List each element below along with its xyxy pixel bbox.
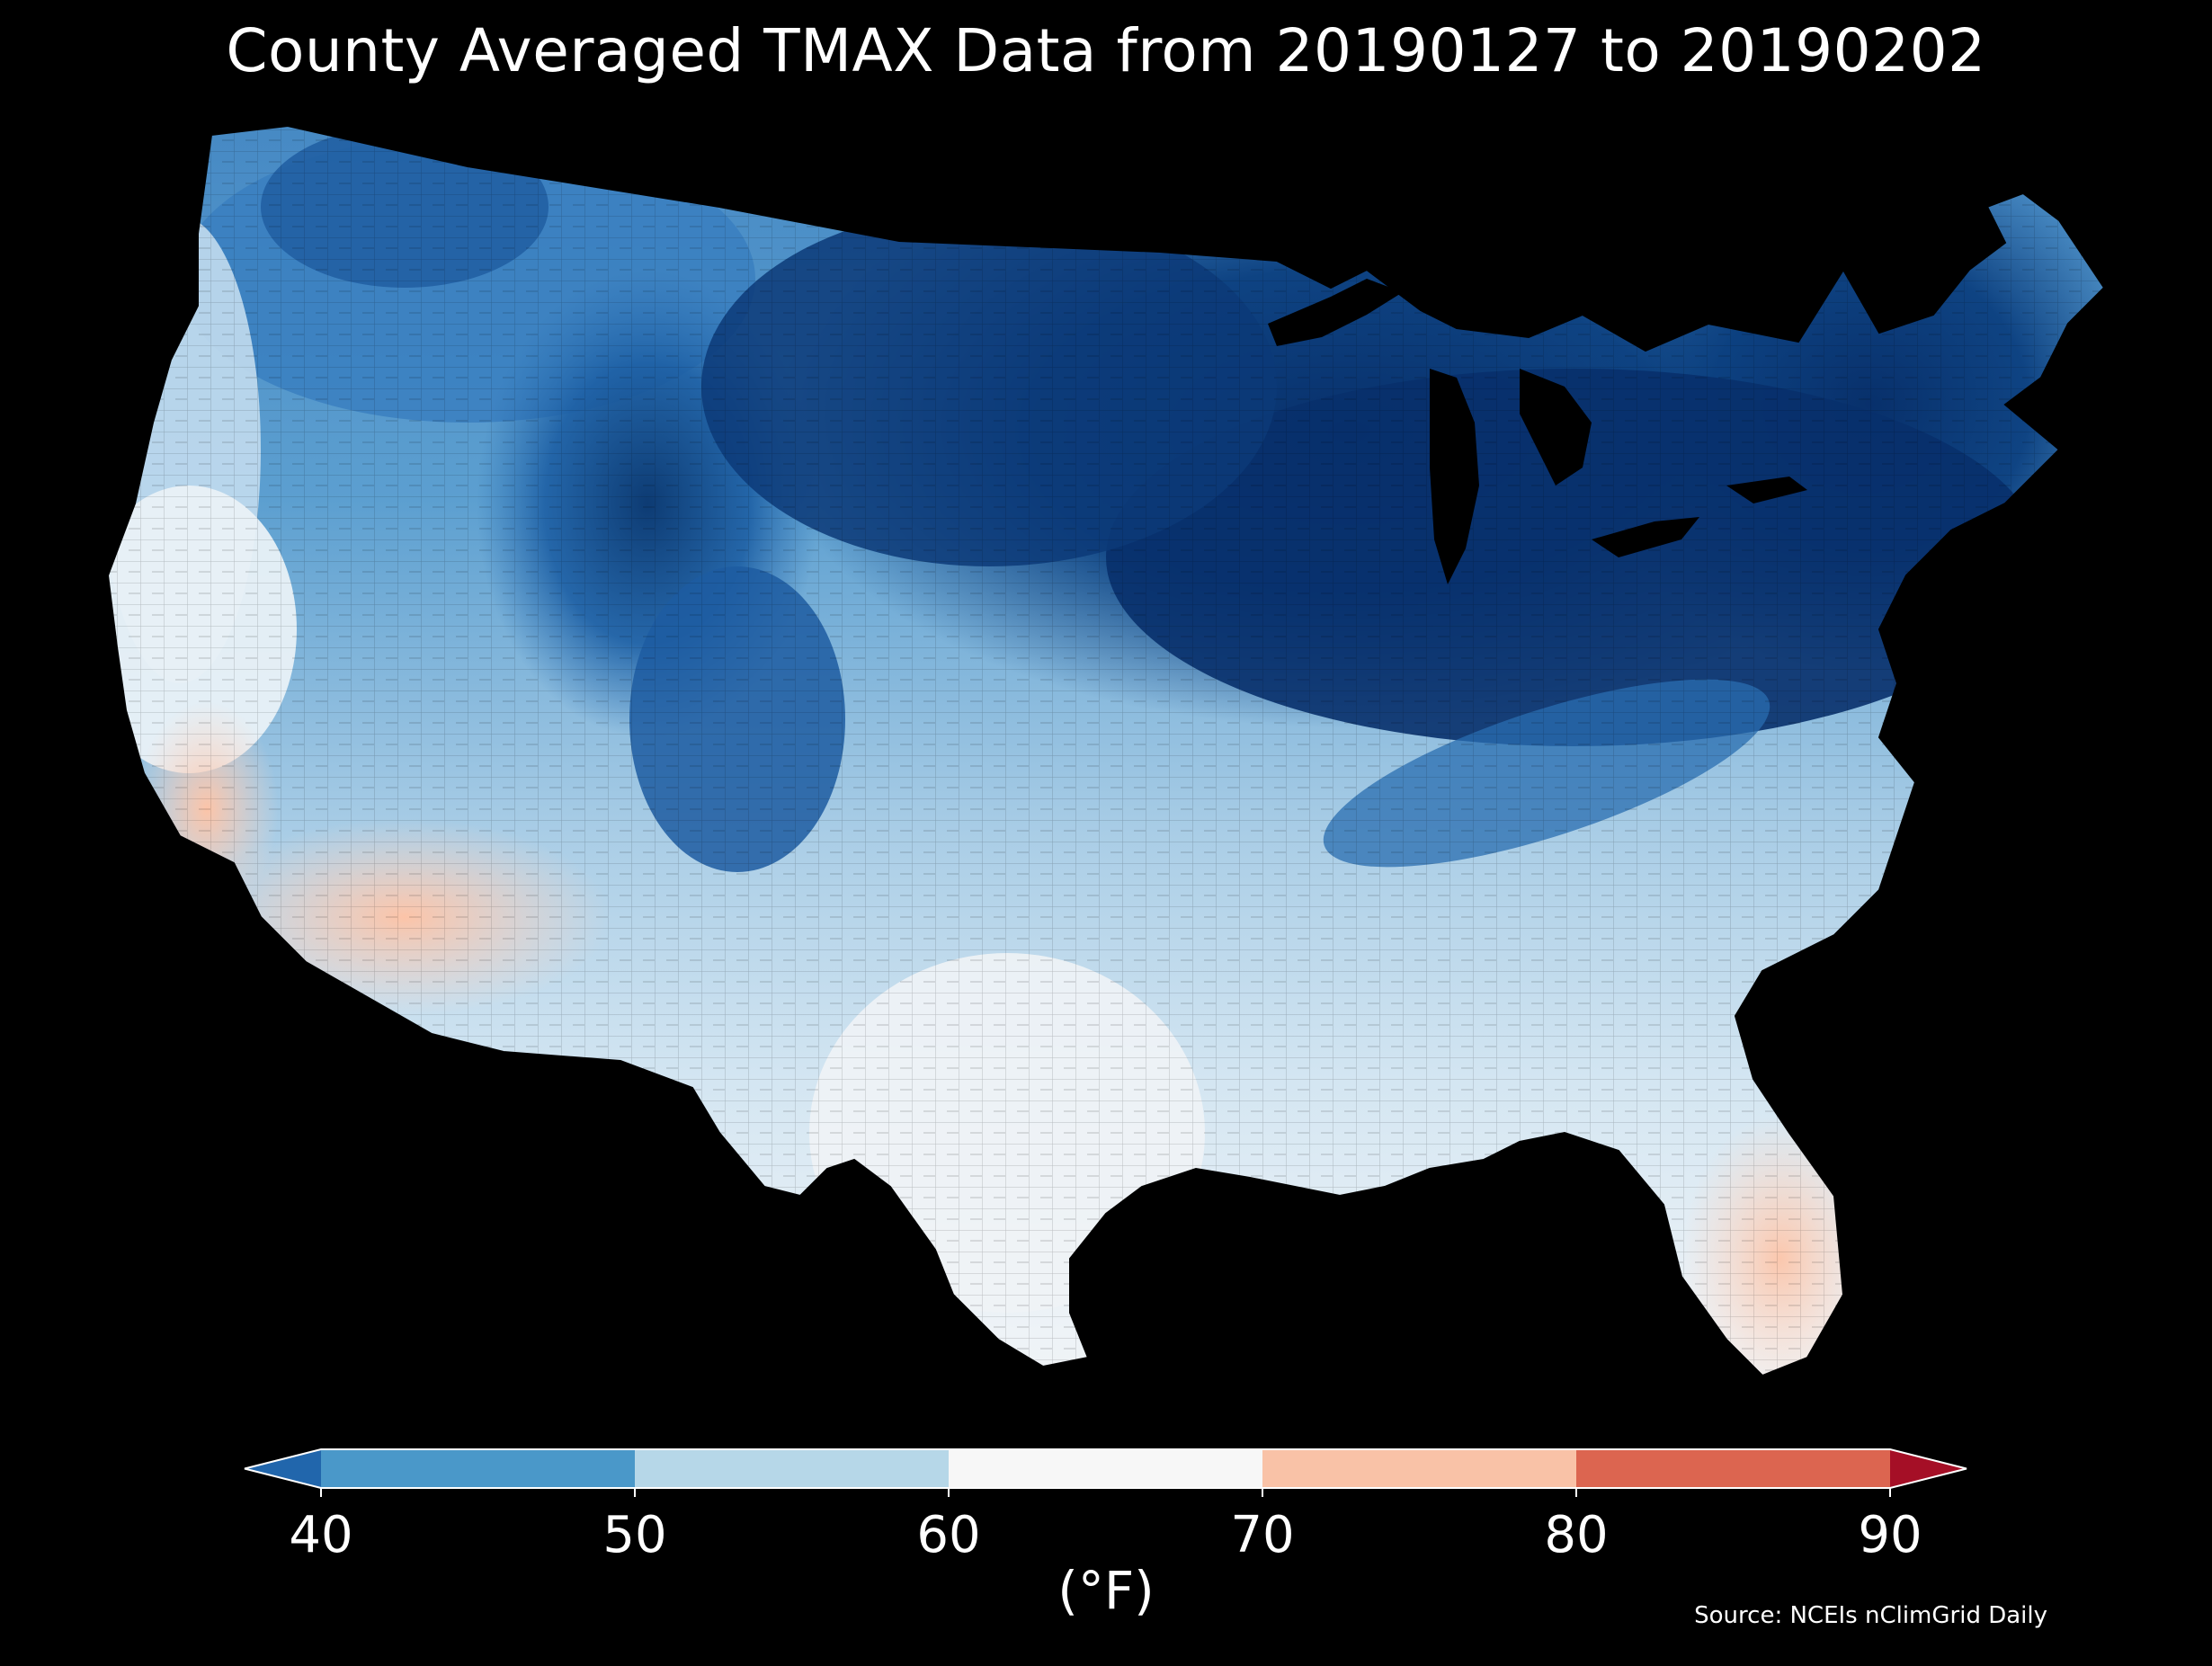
lake-erie bbox=[1592, 517, 1699, 557]
colorbar-bin-4 bbox=[1262, 1449, 1576, 1488]
colorbar-bin-3 bbox=[949, 1449, 1262, 1488]
colorbar-tick-50: 50 bbox=[602, 1506, 667, 1564]
colorbar-bin-5 bbox=[1576, 1449, 1890, 1488]
lake-superior bbox=[1268, 279, 1403, 346]
lake-huron bbox=[1520, 369, 1592, 486]
colorbar-tick-40: 40 bbox=[289, 1506, 353, 1564]
colorbar-bin-2 bbox=[635, 1449, 949, 1488]
colorbar-tick-90: 90 bbox=[1858, 1506, 1922, 1564]
source-credit: Source: NCEIs nClimGrid Daily bbox=[1694, 1602, 2047, 1629]
colorbar-bin-6 bbox=[1890, 1449, 1967, 1488]
lake-michigan bbox=[1430, 369, 1479, 584]
chart-title: County Averaged TMAX Data from 20190127 … bbox=[226, 16, 1986, 85]
lake-ontario bbox=[1726, 477, 1807, 503]
colorbar-bin-0 bbox=[245, 1449, 321, 1488]
colorbar-unit-label: (°F) bbox=[1057, 1560, 1155, 1621]
colorbar-tick-70: 70 bbox=[1230, 1506, 1295, 1564]
colorbar-bin-1 bbox=[321, 1449, 635, 1488]
colorbar-tick-80: 80 bbox=[1544, 1506, 1609, 1564]
colorbar-tick-60: 60 bbox=[916, 1506, 981, 1564]
